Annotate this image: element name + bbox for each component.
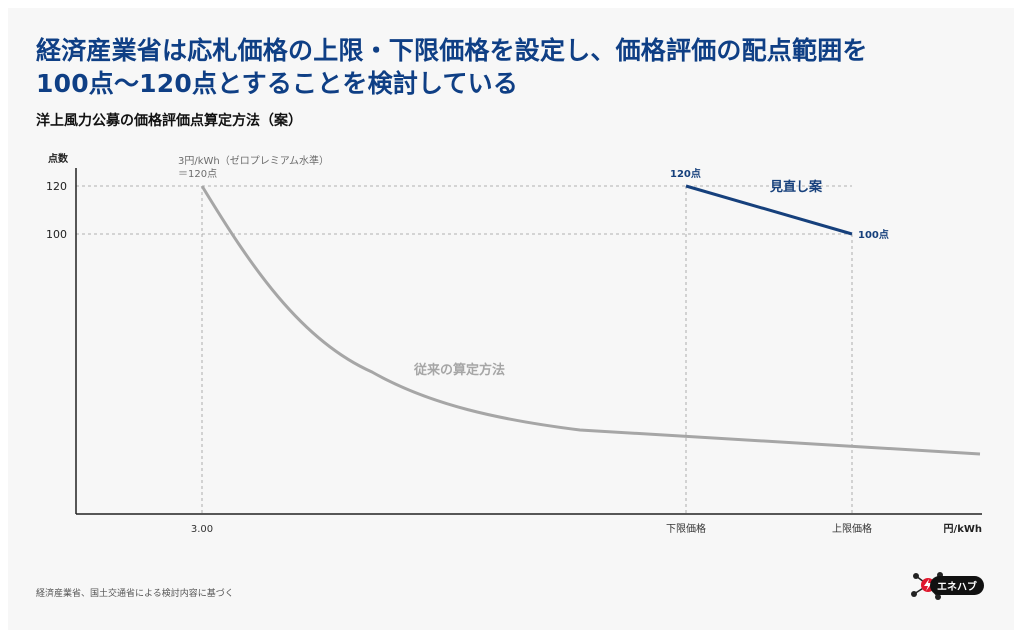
revised-method-line (685, 184, 853, 236)
zero-premium-annotation-line-2: ＝120点 (178, 168, 217, 180)
conventional-method-label: 従来の算定方法 (413, 362, 505, 378)
page-title: 経済産業省は応札価格の上限・下限価格を設定し、価格評価の配点範囲を 100点〜1… (36, 34, 986, 100)
chart-frame (8, 8, 1014, 630)
zero-premium-annotation-line-1: 3円/kWh（ゼロプレミアム水準） (178, 154, 329, 167)
y-tick-120: 120 (46, 180, 67, 193)
x-tick-3: 3.00 (191, 524, 213, 535)
x-tick-upper-limit: 上限価格 (832, 522, 872, 535)
y-axis-label: 点数 (48, 152, 69, 165)
revised-method-label: 見直し案 (769, 179, 823, 195)
source-note: 経済産業省、国土交通省による検討内容に基づく (36, 589, 234, 599)
logo-text: エネハブ (930, 576, 984, 595)
title-line-1: 経済産業省は応札価格の上限・下限価格を設定し、価格評価の配点範囲を (36, 36, 868, 65)
x-tick-lower-limit: 下限価格 (666, 522, 706, 535)
revised-end-label: 100点 (858, 228, 889, 241)
chart-subtitle: 洋上風力公募の価格評価点算定方法（案） (36, 113, 302, 129)
enehub-logo: エネハブ (908, 568, 988, 602)
revised-start-label: 120点 (670, 167, 701, 180)
conventional-method-curve (200, 185, 981, 456)
title-line-2: 100点〜120点とすることを検討している (36, 69, 519, 98)
y-tick-100: 100 (46, 228, 67, 241)
x-axis-label: 円/kWh (944, 523, 982, 535)
